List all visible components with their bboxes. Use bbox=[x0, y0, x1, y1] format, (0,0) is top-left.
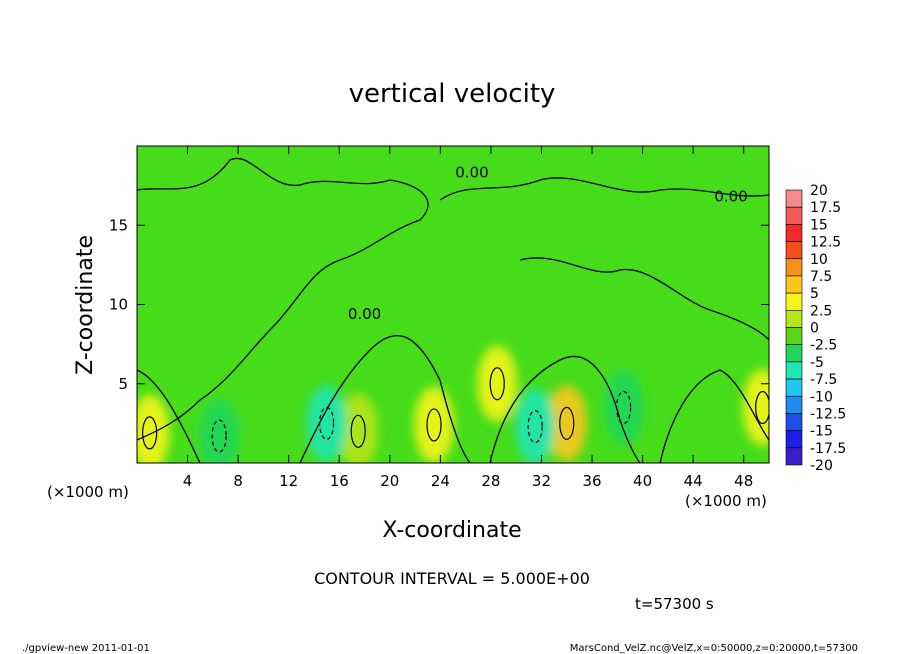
colorbar-swatch-5 bbox=[785, 275, 803, 294]
colorbar-label-6: 5 bbox=[810, 286, 819, 302]
zero-contour-3 bbox=[299, 335, 471, 463]
field-core-6 bbox=[199, 398, 240, 463]
footer-left: ./gpview-new 2011-01-01 bbox=[22, 643, 150, 654]
zero-contour-4 bbox=[489, 355, 641, 463]
field-core-9 bbox=[603, 369, 644, 446]
zero-contour-5 bbox=[659, 369, 769, 463]
field-core-4 bbox=[546, 385, 587, 462]
colorbar-label-1: 17.5 bbox=[810, 200, 841, 216]
zero-contour-0 bbox=[137, 157, 429, 441]
colorbar-label-5: 7.5 bbox=[810, 269, 832, 285]
colorbar-swatch-12 bbox=[785, 395, 803, 414]
colorbar-swatch-4 bbox=[785, 258, 803, 277]
y-axis-ticks: 5 10 15 bbox=[109, 216, 769, 393]
contour-label-0: 0.00 bbox=[455, 164, 488, 182]
colorbar-swatch-6 bbox=[785, 292, 803, 311]
y-tick-label-1: 10 bbox=[109, 296, 128, 314]
time-label: t=57300 s bbox=[635, 595, 714, 613]
colorbar-swatch-8 bbox=[785, 327, 803, 345]
x-tick-label-2: 12 bbox=[279, 472, 298, 490]
colorbar-label-4: 10 bbox=[810, 252, 828, 268]
field-shading bbox=[137, 345, 769, 463]
colorbar-label-0: 20 bbox=[810, 183, 828, 199]
zero-contour-2 bbox=[519, 257, 769, 341]
field-core-0 bbox=[137, 394, 170, 463]
colorbar-label-13: -12.5 bbox=[810, 406, 846, 422]
colorbar-swatch-2 bbox=[785, 224, 803, 242]
core-contour-2 bbox=[426, 408, 442, 442]
colorbar-label-12: -10 bbox=[810, 389, 833, 405]
x-tick-label-6: 28 bbox=[481, 472, 500, 490]
colorbar-label-10: -5 bbox=[810, 355, 824, 371]
core-contour-9 bbox=[616, 390, 632, 425]
x-unit-right: (×1000 m) bbox=[685, 492, 767, 510]
colorbar-swatch-10 bbox=[785, 361, 803, 380]
core-contour-1 bbox=[350, 414, 366, 448]
colorbar-swatch-1 bbox=[785, 206, 803, 225]
contour-labels: 0.00 0.00 0.00 bbox=[348, 164, 748, 323]
colorbar-swatch-13 bbox=[785, 413, 803, 431]
x-tick-label-11: 48 bbox=[734, 472, 753, 490]
colorbar-label-3: 12.5 bbox=[810, 235, 841, 251]
colorbar-label-16: -20 bbox=[810, 458, 833, 474]
colorbar-label-7: 2.5 bbox=[810, 303, 832, 319]
zero-contour-6 bbox=[137, 369, 201, 463]
y-tick-label-0: 5 bbox=[118, 375, 128, 393]
field-core-5 bbox=[742, 369, 769, 446]
chart-title: vertical velocity bbox=[349, 79, 556, 109]
y-tick-label-2: 15 bbox=[109, 216, 128, 234]
field-core-8 bbox=[515, 388, 556, 463]
x-tick-label-3: 16 bbox=[330, 472, 349, 490]
core-contour-6 bbox=[211, 419, 227, 453]
colorbar-swatch-3 bbox=[785, 241, 803, 260]
colorbar-swatch-14 bbox=[785, 430, 803, 449]
colorbar-swatch-9 bbox=[785, 344, 803, 363]
core-contour-0 bbox=[142, 416, 158, 450]
field-core-1 bbox=[338, 393, 379, 463]
colorbar-swatch-0 bbox=[785, 189, 803, 208]
x-axis-ticks: 4 8 12 16 20 24 28 32 36 40 44 48 bbox=[183, 146, 753, 490]
contour-label-2: 0.00 bbox=[348, 305, 381, 323]
colorbar-label-11: -7.5 bbox=[810, 372, 837, 388]
x-tick-label-7: 32 bbox=[532, 472, 551, 490]
x-tick-label-4: 20 bbox=[380, 472, 399, 490]
x-tick-label-1: 8 bbox=[233, 472, 243, 490]
colorbar-label-14: -15 bbox=[810, 424, 833, 440]
core-contour-5 bbox=[755, 390, 769, 425]
x-tick-label-0: 4 bbox=[183, 472, 193, 490]
contour-lines bbox=[137, 157, 769, 463]
core-contour-3 bbox=[489, 367, 505, 401]
colorbar-label-2: 15 bbox=[810, 217, 828, 233]
core-contour-8 bbox=[527, 409, 543, 444]
footer-right: MarsCond_VelZ.nc@VelZ,x=0:50000,z=0:2000… bbox=[570, 643, 858, 654]
field-core-7 bbox=[306, 385, 347, 462]
field-core-3 bbox=[477, 345, 518, 422]
contour-label-1: 0.00 bbox=[714, 187, 747, 205]
core-contour-7 bbox=[319, 406, 335, 440]
plot-area bbox=[137, 146, 769, 463]
x-tick-label-5: 24 bbox=[431, 472, 450, 490]
colorbar-label-15: -17.5 bbox=[810, 441, 846, 457]
colorbar-swatch-15 bbox=[785, 447, 803, 466]
field-core-2 bbox=[414, 386, 455, 463]
contour-interval: CONTOUR INTERVAL = 5.000E+00 bbox=[314, 569, 590, 588]
colorbar-label-8: 0 bbox=[810, 321, 819, 337]
colorbar-label-9: -2.5 bbox=[810, 338, 837, 354]
plot-background bbox=[137, 146, 769, 463]
colorbar-swatch-7 bbox=[785, 310, 803, 328]
x-tick-label-8: 36 bbox=[582, 472, 601, 490]
x-unit-left: (×1000 m) bbox=[47, 483, 129, 501]
core-contour-4 bbox=[559, 406, 575, 440]
contour-cores bbox=[142, 367, 769, 453]
y-axis-label: Z-coordinate bbox=[73, 235, 98, 375]
x-tick-label-9: 40 bbox=[633, 472, 652, 490]
colorbar-swatch-11 bbox=[785, 378, 803, 397]
x-axis-label: X-coordinate bbox=[382, 518, 521, 543]
zero-contour-1 bbox=[439, 177, 769, 201]
x-tick-label-10: 44 bbox=[684, 472, 703, 490]
